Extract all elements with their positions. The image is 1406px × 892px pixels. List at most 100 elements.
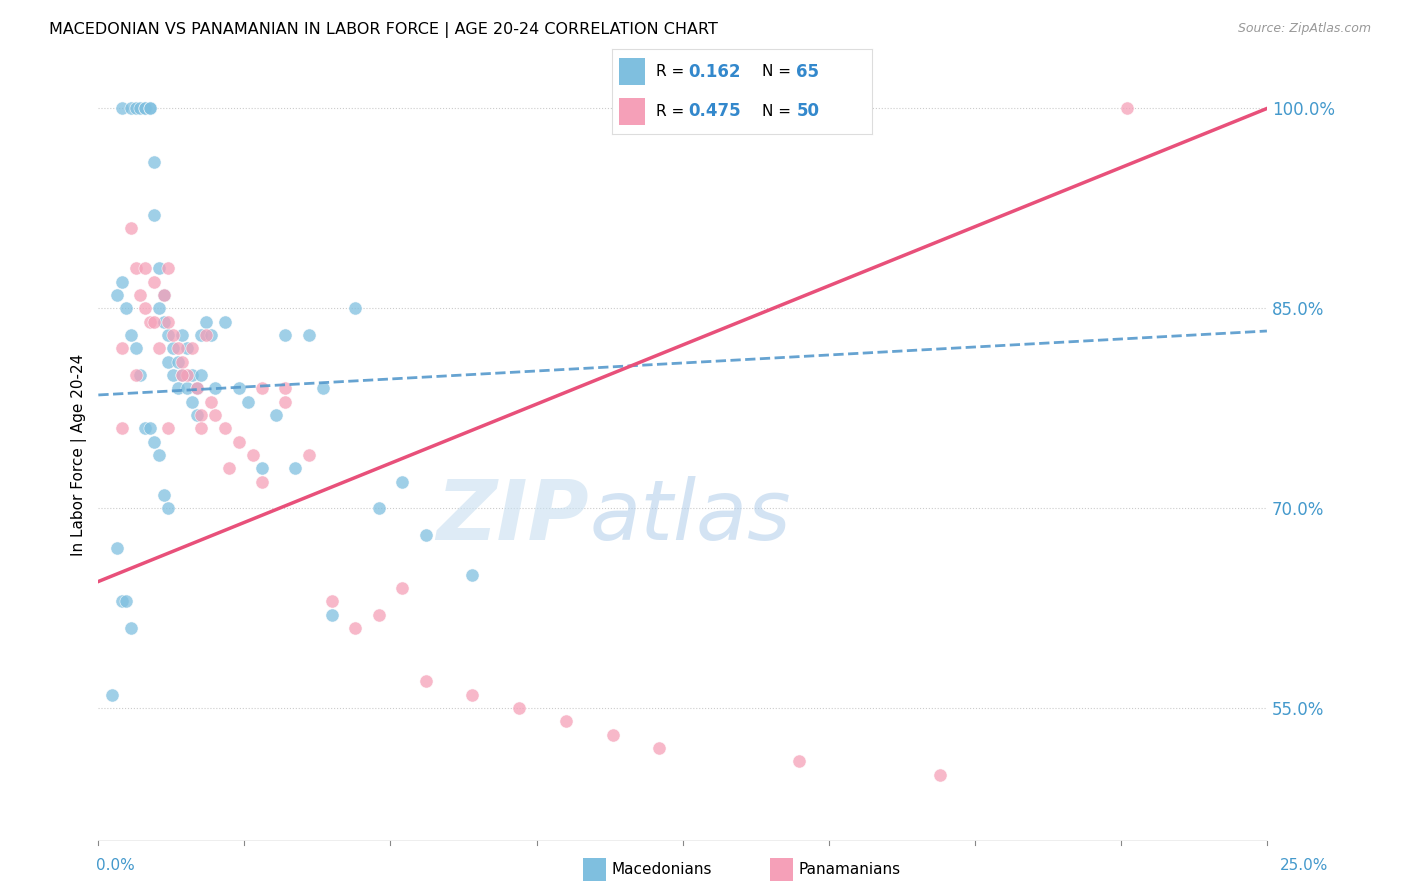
Point — [111, 275, 134, 289]
Point — [176, 342, 198, 356]
Point — [274, 381, 297, 395]
Point — [298, 328, 321, 343]
Point — [186, 381, 208, 395]
Point — [120, 221, 142, 235]
Point — [554, 714, 576, 729]
Point — [157, 261, 180, 276]
Point — [415, 674, 437, 689]
Point — [176, 381, 198, 395]
Point — [172, 328, 194, 343]
Point — [148, 301, 170, 316]
Point — [250, 461, 273, 475]
Point — [139, 315, 162, 329]
Point — [125, 102, 148, 116]
Point — [190, 408, 212, 422]
Point — [105, 288, 128, 302]
Point — [129, 288, 152, 302]
Text: atlas: atlas — [589, 476, 790, 558]
Point — [180, 368, 202, 382]
Point — [101, 688, 124, 702]
Text: Panamanians: Panamanians — [799, 863, 901, 877]
Point — [166, 342, 188, 356]
Point — [157, 354, 180, 368]
Point — [111, 102, 134, 116]
Point — [274, 394, 297, 409]
Point — [152, 288, 174, 302]
Bar — [620, 98, 645, 126]
Point — [134, 102, 156, 116]
Point — [415, 528, 437, 542]
Point — [172, 368, 194, 382]
Point — [172, 368, 194, 382]
Point — [312, 381, 335, 395]
Point — [157, 421, 180, 435]
Text: Source: ZipAtlas.com: Source: ZipAtlas.com — [1237, 22, 1371, 36]
Point — [139, 102, 162, 116]
Point — [321, 594, 343, 608]
Point — [298, 448, 321, 462]
Point — [139, 421, 162, 435]
Text: 25.0%: 25.0% — [1281, 858, 1329, 872]
Point — [162, 342, 184, 356]
Text: N =: N = — [762, 64, 796, 79]
Point — [143, 208, 166, 222]
Point — [134, 102, 156, 116]
Point — [115, 301, 138, 316]
Point — [143, 154, 166, 169]
Point — [194, 328, 217, 343]
Point — [143, 434, 166, 449]
Point — [186, 381, 208, 395]
Point — [218, 461, 240, 475]
Point — [120, 102, 142, 116]
Text: 65: 65 — [796, 62, 820, 80]
Point — [391, 581, 413, 595]
Point — [148, 448, 170, 462]
Text: 0.162: 0.162 — [689, 62, 741, 80]
Point — [111, 421, 134, 435]
Point — [367, 501, 389, 516]
Point — [461, 688, 484, 702]
Point — [134, 421, 156, 435]
Text: 0.475: 0.475 — [689, 103, 741, 120]
Point — [134, 301, 156, 316]
Point — [264, 408, 287, 422]
Point — [157, 315, 180, 329]
Point — [250, 475, 273, 489]
Point — [115, 594, 138, 608]
Point — [190, 368, 212, 382]
Point — [172, 354, 194, 368]
Point — [274, 328, 297, 343]
Point — [125, 261, 148, 276]
Point — [129, 102, 152, 116]
Point — [166, 354, 188, 368]
Text: N =: N = — [762, 103, 796, 119]
Point — [120, 328, 142, 343]
Point — [143, 275, 166, 289]
Text: R =: R = — [655, 103, 689, 119]
Point — [344, 301, 367, 316]
Point — [367, 607, 389, 622]
Bar — [620, 58, 645, 85]
Point — [111, 594, 134, 608]
Point — [129, 368, 152, 382]
Point — [162, 368, 184, 382]
Point — [134, 261, 156, 276]
Point — [157, 328, 180, 343]
Point — [284, 461, 307, 475]
Text: MACEDONIAN VS PANAMANIAN IN LABOR FORCE | AGE 20-24 CORRELATION CHART: MACEDONIAN VS PANAMANIAN IN LABOR FORCE … — [49, 22, 718, 38]
Point — [1115, 102, 1137, 116]
Point — [228, 434, 250, 449]
Point — [152, 488, 174, 502]
Point — [236, 394, 259, 409]
Point — [148, 342, 170, 356]
Point — [242, 448, 264, 462]
Point — [344, 621, 367, 635]
Point — [105, 541, 128, 556]
Point — [125, 342, 148, 356]
Point — [928, 767, 950, 781]
Point — [200, 394, 222, 409]
Point — [508, 701, 530, 715]
Point — [648, 741, 671, 756]
Point — [200, 328, 222, 343]
Point — [125, 368, 148, 382]
